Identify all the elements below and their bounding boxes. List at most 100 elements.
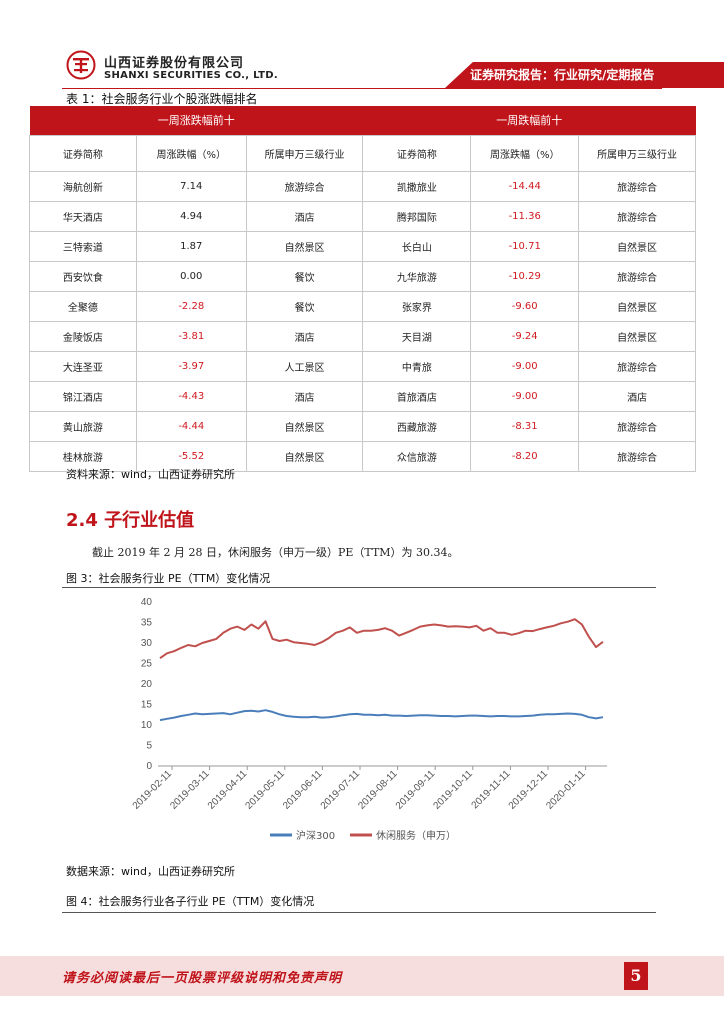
- company-name-cn: 山西证券股份有限公司: [104, 56, 245, 71]
- table-cell: 锦江酒店: [29, 380, 137, 412]
- x-tick-label: 2019-08-11: [356, 768, 400, 812]
- table-cell: 自然景区: [245, 440, 364, 472]
- table-cell: 旅游综合: [578, 170, 696, 202]
- table-row: 桂林旅游 -5.52 自然景区 众信旅游 -8.20 旅游综合: [29, 440, 696, 472]
- table-cell: 旅游综合: [578, 350, 696, 382]
- table-cell: 0.00: [135, 260, 247, 292]
- table-cell: 首旅酒店: [362, 380, 472, 412]
- table-cell: -9.24: [470, 320, 580, 352]
- table-cell: 全聚德: [29, 290, 137, 322]
- table-cell: 人工景区: [245, 350, 364, 382]
- column-header: 周涨跌幅（%）: [135, 134, 247, 172]
- table-row: 大连圣亚 -3.97 人工景区 中青旅 -9.00 旅游综合: [29, 350, 696, 382]
- y-tick-label: 30: [141, 638, 153, 649]
- section-title: 2.4 子行业估值: [66, 510, 195, 531]
- table-body: 海航创新 7.14 旅游综合 凯撒旅业 -14.44 旅游综合 华天酒店 4.94 酒店 腾邦国际…: [29, 170, 696, 472]
- x-tick-label: 2019-05-11: [243, 768, 287, 812]
- table-cell: 旅游综合: [578, 260, 696, 292]
- report-type: 证券研究报告：行业研究/定期报告: [470, 68, 655, 82]
- table-cell: 长白山: [362, 230, 472, 262]
- y-tick-label: 0: [146, 761, 152, 772]
- table-cell: 众信旅游: [362, 440, 472, 472]
- x-tick-label: 2019-02-11: [131, 768, 175, 812]
- table-cell: 自然景区: [578, 230, 696, 262]
- table-cell: -10.71: [470, 230, 580, 262]
- table-cell: 腾邦国际: [362, 200, 472, 232]
- y-tick-label: 5: [146, 741, 152, 752]
- table-cell: 旅游综合: [578, 440, 696, 472]
- table-cell: 酒店: [245, 200, 364, 232]
- y-tick-label: 35: [141, 618, 153, 629]
- table-cell: 旅游综合: [578, 200, 696, 232]
- x-tick-label: 2019-12-11: [507, 768, 551, 812]
- table-cell: -9.60: [470, 290, 580, 322]
- footer-band: [0, 956, 724, 996]
- table-row: 三特索道 1.87 自然景区 长白山 -10.71 自然景区: [29, 230, 696, 262]
- table-row: 海航创新 7.14 旅游综合 凯撒旅业 -14.44 旅游综合: [29, 170, 696, 202]
- table-cell: 三特索道: [29, 230, 137, 262]
- y-tick-label: 15: [141, 700, 153, 711]
- table-row: 金陵饭店 -3.81 酒店 天目湖 -9.24 自然景区: [29, 320, 696, 352]
- table-cell: 金陵饭店: [29, 320, 137, 352]
- table-cell: 黄山旅游: [29, 410, 137, 442]
- table-cell: 天目湖: [362, 320, 472, 352]
- table-source: 资料来源：wind，山西证券研究所: [66, 468, 236, 481]
- table-cell: 西安饮食: [29, 260, 137, 292]
- header-divider: [62, 88, 662, 89]
- table-cell: 自然景区: [245, 230, 364, 262]
- group-header-gainers: 一周涨跌幅前十: [29, 106, 363, 135]
- table-cell: 凯撒旅业: [362, 170, 472, 202]
- x-tick-label: 2019-06-11: [281, 768, 325, 812]
- column-header: 周涨跌幅（%）: [470, 134, 580, 172]
- table-row: 西安饮食 0.00 餐饮 九华旅游 -10.29 旅游综合: [29, 260, 696, 292]
- column-header-row: 证券简称 周涨跌幅（%） 所属申万三级行业 证券简称 周涨跌幅（%） 所属申万三…: [29, 134, 696, 172]
- table-cell: 自然景区: [245, 410, 364, 442]
- table-cell: 旅游综合: [245, 170, 364, 202]
- y-tick-label: 10: [141, 720, 153, 731]
- table-cell: 华天酒店: [29, 200, 137, 232]
- column-header: 所属申万三级行业: [245, 134, 364, 172]
- table-cell: 酒店: [245, 320, 364, 352]
- x-tick-label: 2019-03-11: [168, 768, 212, 812]
- table-cell: -9.00: [470, 380, 580, 412]
- table-cell: -5.52: [135, 440, 247, 472]
- column-header: 所属申万三级行业: [578, 134, 696, 172]
- table-cell: 餐饮: [245, 290, 364, 322]
- table-cell: 桂林旅游: [29, 440, 137, 472]
- column-header: 证券简称: [362, 134, 472, 172]
- company-name-en: SHANXI SECURITIES CO., LTD.: [104, 70, 278, 81]
- figure4-divider: [62, 912, 656, 913]
- legend-label: 沪深300: [296, 829, 335, 842]
- figure3-title: 图 3：社会服务行业 PE（TTM）变化情况: [66, 572, 271, 585]
- y-tick-label: 25: [141, 659, 153, 670]
- table-title: 表 1：社会服务行业个股涨跌幅排名: [66, 92, 258, 106]
- table-cell: -11.36: [470, 200, 580, 232]
- table-cell: 自然景区: [578, 320, 696, 352]
- table-cell: 九华旅游: [362, 260, 472, 292]
- figure4-title: 图 4：社会服务行业各子行业 PE（TTM）变化情况: [66, 895, 315, 908]
- table-cell: 自然景区: [578, 290, 696, 322]
- x-tick-label: 2019-09-11: [394, 768, 438, 812]
- table-cell: 4.94: [135, 200, 247, 232]
- x-tick-label: 2019-04-11: [206, 768, 250, 812]
- table-cell: 旅游综合: [578, 410, 696, 442]
- table-row: 华天酒店 4.94 酒店 腾邦国际 -11.36 旅游综合: [29, 200, 696, 232]
- section-paragraph: 截止 2019 年 2 月 28 日，休闲服务（申万一级）PE（TTM）为 30…: [92, 546, 459, 559]
- table-row: 全聚德 -2.28 餐饮 张家界 -9.60 自然景区: [29, 290, 696, 322]
- table-cell: -3.97: [135, 350, 247, 382]
- table-cell: 1.87: [135, 230, 247, 262]
- figure3-source: 数据来源：wind，山西证券研究所: [66, 865, 236, 878]
- company-logo-icon: [66, 50, 96, 80]
- series-line-1: [159, 618, 604, 660]
- table-cell: 海航创新: [29, 170, 137, 202]
- table-cell: 张家界: [362, 290, 472, 322]
- series-line-0: [159, 709, 604, 722]
- table-cell: -4.43: [135, 380, 247, 412]
- table-cell: -3.81: [135, 320, 247, 352]
- x-tick-label: 2019-10-11: [431, 768, 475, 812]
- footer-disclaimer: 请务必阅读最后一页股票评级说明和免责声明: [62, 971, 343, 986]
- table-cell: -2.28: [135, 290, 247, 322]
- table-cell: 7.14: [135, 170, 247, 202]
- table-cell: -10.29: [470, 260, 580, 292]
- x-tick-label: 2020-01-11: [544, 768, 588, 812]
